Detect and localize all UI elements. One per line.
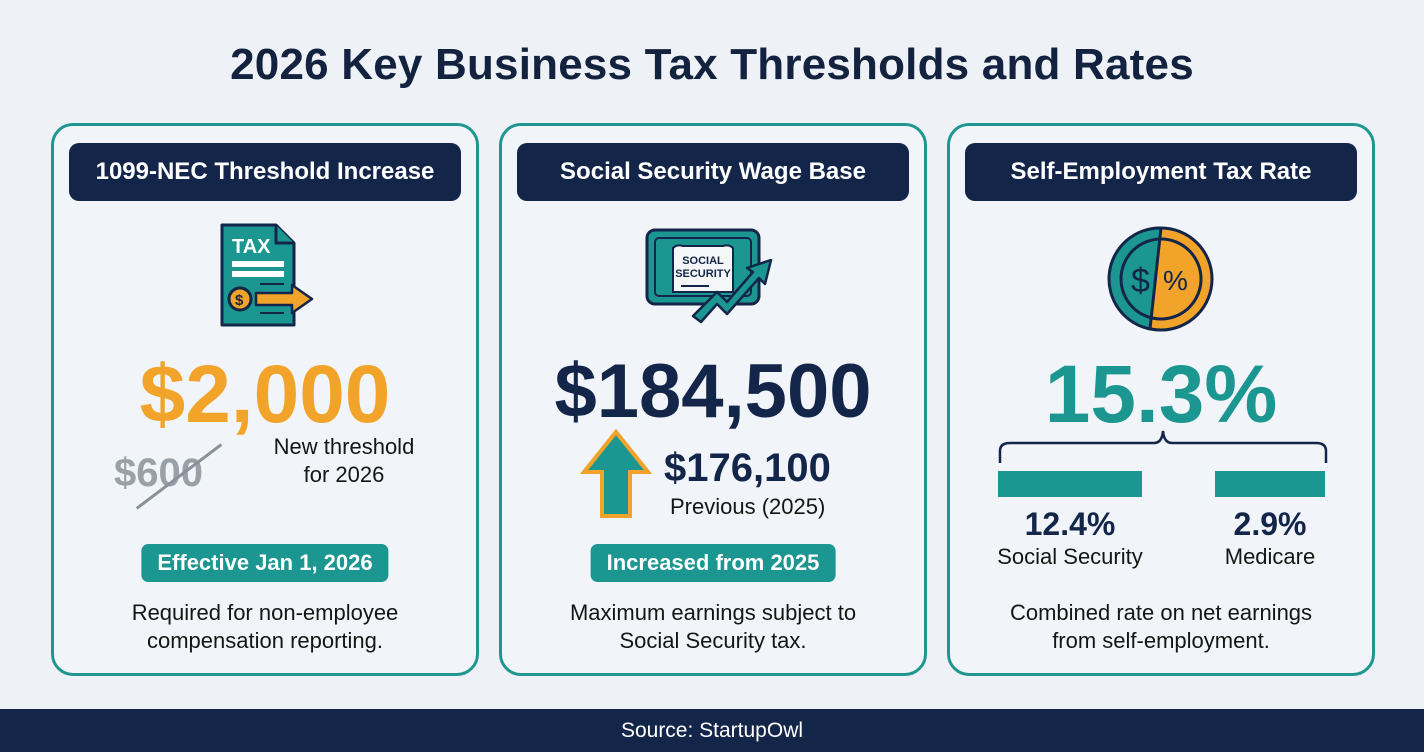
- card-description: Required for non-employee compensation r…: [131, 600, 399, 653]
- medicare-rate-label: Medicare: [1224, 544, 1316, 569]
- brace-icon: [998, 429, 1328, 470]
- source-footer: Source: StartupOwl: [0, 709, 1424, 752]
- card-heading: Self-Employment Tax Rate: [965, 143, 1357, 201]
- medicare-rate-bar: [1215, 471, 1325, 497]
- page-title: 2026 Key Business Tax Thresholds and Rat…: [230, 40, 1194, 89]
- up-arrow-icon: [579, 428, 653, 525]
- dollar-percent-coin-icon: $ %: [950, 224, 1372, 334]
- effective-date-badge: Effective Jan 1, 2026: [141, 544, 389, 582]
- svg-text:SECURITY: SECURITY: [675, 268, 731, 280]
- svg-text:$: $: [1131, 262, 1150, 300]
- medicare-rate-value: 2.9%: [1233, 506, 1307, 542]
- social-security-rate-label: Social Security: [997, 544, 1143, 569]
- combined-rate-value: 15.3%: [1044, 349, 1278, 440]
- card-heading: 1099-NEC Threshold Increase: [69, 143, 461, 201]
- previous-wage-base-value: $176,100: [664, 446, 831, 490]
- tax-document-icon: TAX $: [54, 221, 476, 331]
- old-threshold-value: $600: [114, 443, 223, 510]
- social-security-rate-bar: [998, 471, 1142, 497]
- increase-badge: Increased from 2025: [590, 544, 836, 582]
- wage-base-value: $184,500: [554, 349, 872, 434]
- social-security-rate-value: 12.4%: [1024, 506, 1116, 542]
- social-security-card-icon: SOCIAL SECURITY: [502, 226, 924, 326]
- card-1099-nec: 1099-NEC Threshold Increase TAX $ $2,000…: [51, 123, 479, 676]
- previous-wage-base-label: Previous (2025): [670, 494, 826, 519]
- svg-text:%: %: [1163, 265, 1188, 296]
- card-description: Combined rate on net earnings from self-…: [1009, 600, 1313, 653]
- svg-text:TAX: TAX: [232, 236, 271, 258]
- svg-text:$: $: [235, 292, 244, 309]
- card-heading: Social Security Wage Base: [517, 143, 909, 201]
- svg-text:SOCIAL: SOCIAL: [682, 255, 724, 267]
- card-social-security-wage-base: Social Security Wage Base SOCIAL SECURIT…: [499, 123, 927, 676]
- threshold-value: $2,000: [139, 349, 391, 440]
- card-description: Maximum earnings subject to Social Secur…: [569, 600, 857, 653]
- new-threshold-label: New threshold for 2026: [273, 434, 415, 487]
- card-self-employment-tax-rate: Self-Employment Tax Rate $ % 15.3% 12.4%…: [947, 123, 1375, 676]
